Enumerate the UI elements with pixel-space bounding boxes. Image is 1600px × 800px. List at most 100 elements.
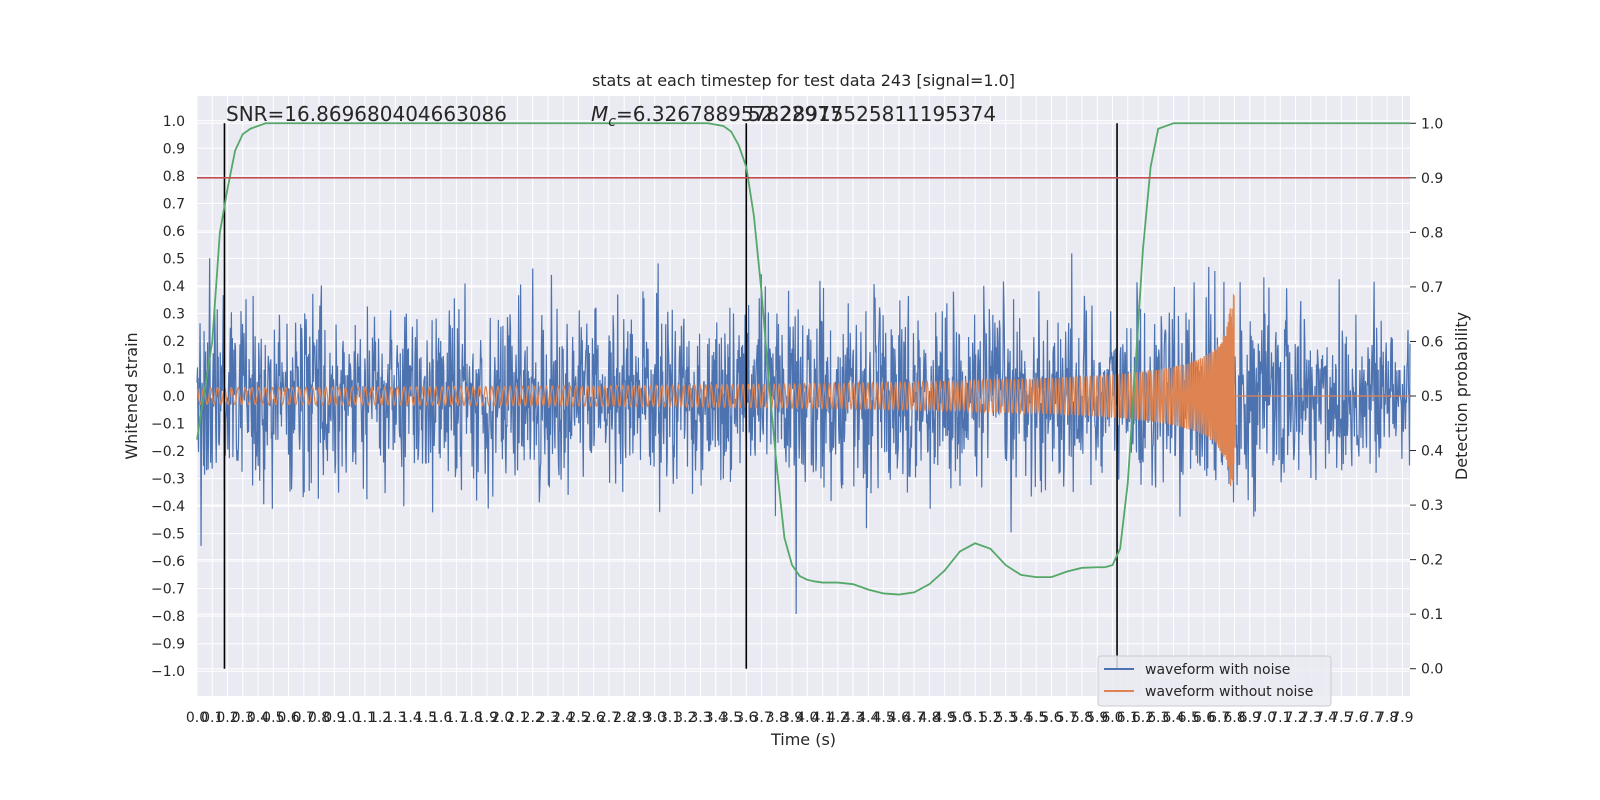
y2-tick-label: 0.0 (1421, 662, 1443, 678)
y2-axis-label: Detection probability (1452, 312, 1471, 480)
x-tick-label: 6.2 (1132, 710, 1154, 726)
y-tick-label: 0.4 (163, 279, 185, 295)
x-tick-label: 5.7 (1056, 710, 1078, 726)
y2-tick-label: 1.0 (1421, 116, 1443, 132)
chirp-series-group (196, 294, 1410, 486)
x-tick-label: 5.4 (1010, 710, 1032, 726)
y-tick-label: −0.1 (151, 417, 185, 433)
y2-tick-label: 0.2 (1421, 553, 1443, 569)
x-tick-label: 7.9 (1391, 710, 1413, 726)
x-tick-label: 7.7 (1361, 710, 1383, 726)
x-tick-label: 7.2 (1284, 710, 1306, 726)
x-axis-label: Time (s) (770, 730, 836, 749)
y-tick-label: −0.9 (151, 637, 185, 653)
annotation-mc-subscript: c (608, 114, 616, 130)
x-tick-label: 2.1 (506, 710, 528, 726)
x-tick-label: 4.8 (918, 710, 940, 726)
x-tick-label: 5.0 (949, 710, 971, 726)
x-tick-label: 7.6 (1345, 710, 1367, 726)
annotation-snr: SNR=16.869680404663086 (226, 102, 507, 126)
y-tick-label: −0.3 (151, 472, 185, 488)
x-tick-label: 3.0 (644, 710, 666, 726)
x-tick-label: 4.0 (796, 710, 818, 726)
y-tick-label: 1.0 (163, 114, 185, 130)
annotation-chirp-mass: Mc=6.326788957822977 (591, 102, 843, 130)
y-tick-label: 0.5 (163, 251, 185, 267)
y-tick-label: 0.1 (163, 361, 185, 377)
series-noise (196, 253, 1411, 614)
x-tick-label: 4.5 (872, 710, 894, 726)
x-tick-label: 6.0 (1101, 710, 1123, 726)
x-tick-label: 3.1 (659, 710, 681, 726)
x-tick-label: 3.7 (750, 710, 772, 726)
x-tick-label: 0.1 (201, 710, 223, 726)
x-tick-label: 5.6 (1040, 710, 1062, 726)
x-tick-label: 0.2 (216, 710, 238, 726)
y2-tick-label: 0.3 (1421, 498, 1443, 514)
legend-label-chirp: waveform without noise (1145, 684, 1313, 700)
x-tick-label: 1.3 (384, 710, 406, 726)
x-tick-label: 1.7 (445, 710, 467, 726)
x-tick-label: 6.6 (1193, 710, 1215, 726)
x-tick-label: 3.5 (720, 710, 742, 726)
x-tick-label: 1.6 (430, 710, 452, 726)
x-tick-label: 1.1 (354, 710, 376, 726)
x-tick-label: 2.3 (537, 710, 559, 726)
series-chirp (196, 294, 1410, 486)
x-tick-label: 2.8 (613, 710, 635, 726)
x-tick-label: 1.0 (338, 710, 360, 726)
y2-tick-label: 0.8 (1421, 225, 1443, 241)
x-tick-label: 3.2 (674, 710, 696, 726)
y2-tick-label: 0.1 (1421, 607, 1443, 623)
x-tick-label: 3.4 (705, 710, 727, 726)
x-tick-label: 0.4 (247, 710, 269, 726)
legend-box (1097, 655, 1332, 707)
y-tick-label: 0.6 (163, 224, 185, 240)
annotation-mc-equals: = (616, 102, 633, 126)
x-tick-label: 7.8 (1376, 710, 1398, 726)
x-tick-label: 0.8 (308, 710, 330, 726)
y2-tick-label: 0.5 (1421, 389, 1443, 405)
x-tick-label: 4.4 (857, 710, 879, 726)
annotation-overlap: 52.28915525811195374 (748, 102, 996, 126)
x-tick-label: 2.7 (598, 710, 620, 726)
y-tick-label: 0.9 (163, 141, 185, 157)
y2-tick-label: 0.7 (1421, 280, 1443, 296)
x-tick-label: 4.3 (842, 710, 864, 726)
series-detection-probability (196, 122, 1410, 596)
x-tick-label: 0.0 (186, 710, 208, 726)
y-tick-label: 0.0 (163, 389, 185, 405)
y-tick-label: −0.2 (151, 444, 185, 460)
x-tick-label: 6.3 (1147, 710, 1169, 726)
x-tick-label: 1.4 (399, 710, 421, 726)
y2-tick-label: 0.4 (1421, 444, 1443, 460)
y-tick-label: −1.0 (151, 664, 185, 680)
chart-title: stats at each timestep for test data 243… (592, 71, 1015, 90)
vertical-markers (223, 123, 1118, 669)
y-tick-label: −0.8 (151, 609, 185, 625)
x-tick-label: 6.4 (1162, 710, 1184, 726)
x-axis-ticks: 0.00.10.20.30.40.50.60.70.80.91.01.11.21… (186, 710, 1414, 726)
y-tick-label: −0.6 (151, 554, 185, 570)
noise-series-group (196, 253, 1411, 614)
legend-label-noise: waveform with noise (1145, 662, 1290, 678)
x-tick-label: 7.3 (1300, 710, 1322, 726)
x-tick-label: 5.8 (1071, 710, 1093, 726)
x-tick-label: 4.1 (811, 710, 833, 726)
x-tick-label: 2.2 (522, 710, 544, 726)
x-tick-label: 0.9 (323, 710, 345, 726)
annotation-mc-value: 6.326788957822977 (633, 102, 843, 126)
x-tick-label: 0.7 (293, 710, 315, 726)
legend: waveform with noise waveform without noi… (1097, 655, 1332, 707)
x-tick-label: 0.6 (277, 710, 299, 726)
x-tick-label: 4.6 (888, 710, 910, 726)
x-tick-label: 6.5 (1178, 710, 1200, 726)
x-tick-label: 3.8 (766, 710, 788, 726)
y-tick-label: −0.4 (151, 499, 185, 515)
x-tick-label: 6.9 (1239, 710, 1261, 726)
x-tick-label: 1.9 (476, 710, 498, 726)
x-tick-label: 5.9 (1086, 710, 1108, 726)
y-tick-label: −0.7 (151, 582, 185, 598)
x-tick-label: 6.8 (1223, 710, 1245, 726)
x-tick-label: 7.1 (1269, 710, 1291, 726)
